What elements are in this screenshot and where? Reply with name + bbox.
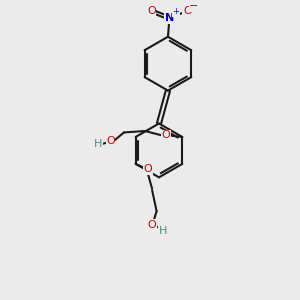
Text: H: H <box>158 226 167 236</box>
Text: O: O <box>148 220 157 230</box>
Text: O: O <box>183 6 192 16</box>
Text: N: N <box>165 13 174 23</box>
Text: +: + <box>172 7 179 16</box>
Text: O: O <box>143 164 152 174</box>
Text: O: O <box>147 6 156 16</box>
Text: H: H <box>94 140 103 149</box>
Text: O: O <box>161 130 170 140</box>
Text: O: O <box>106 136 115 146</box>
Text: −: − <box>189 1 199 11</box>
